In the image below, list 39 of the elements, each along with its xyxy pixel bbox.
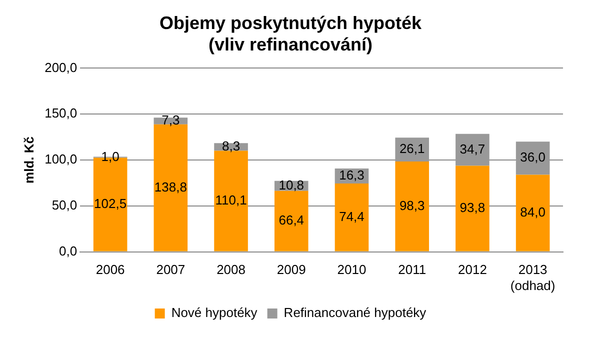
x-tick-label: 2013 (odhad): [510, 262, 556, 293]
y-axis-title: mld. Kč: [21, 136, 36, 184]
y-tick-label: 150,0: [44, 106, 78, 121]
data-label: 16,3: [339, 168, 364, 183]
y-tick-label: 50,0: [52, 197, 78, 212]
data-label: 7,3: [162, 112, 180, 128]
data-label: 36,0: [520, 150, 546, 165]
data-label: 34,7: [460, 141, 486, 156]
data-label: 98,3: [399, 198, 425, 214]
y-tick-label: 100,0: [44, 152, 78, 167]
x-tick-label: 2011: [398, 262, 426, 278]
x-tick-label: 2008: [216, 262, 246, 278]
data-label: 74,4: [339, 208, 364, 224]
data-label: 10,8: [278, 177, 304, 192]
data-label: 8,3: [222, 138, 240, 154]
bar: [456, 166, 490, 252]
x-tick-label: 2012: [458, 262, 487, 278]
data-label: 26,1: [399, 141, 425, 156]
data-label: 138,8: [154, 179, 187, 194]
data-label: 110,1: [215, 192, 247, 208]
y-tick-label: 200,0: [44, 60, 78, 75]
bar: [214, 150, 248, 252]
x-tick-label: 2009: [276, 262, 306, 278]
x-tick-label: 2006: [96, 262, 125, 278]
legend-label: Refinancované hypotéky: [284, 305, 427, 320]
x-tick-label: 2007: [156, 262, 186, 278]
legend-label: Nové hypotéky: [171, 305, 258, 320]
data-label: 93,8: [460, 200, 486, 216]
bar: [334, 184, 369, 252]
y-tick-label: 0,0: [59, 243, 78, 258]
bar: [516, 174, 550, 252]
chart-title: Objemy poskytnutých hypoték (vliv refinancování): [159, 12, 423, 54]
bar: [395, 162, 430, 252]
data-label: 84,0: [520, 204, 546, 220]
x-tick-label: 2010: [337, 262, 366, 278]
bar: [456, 134, 490, 166]
bar: [274, 190, 308, 252]
data-label: 102,5: [94, 196, 127, 212]
data-label: 66,4: [278, 212, 304, 228]
